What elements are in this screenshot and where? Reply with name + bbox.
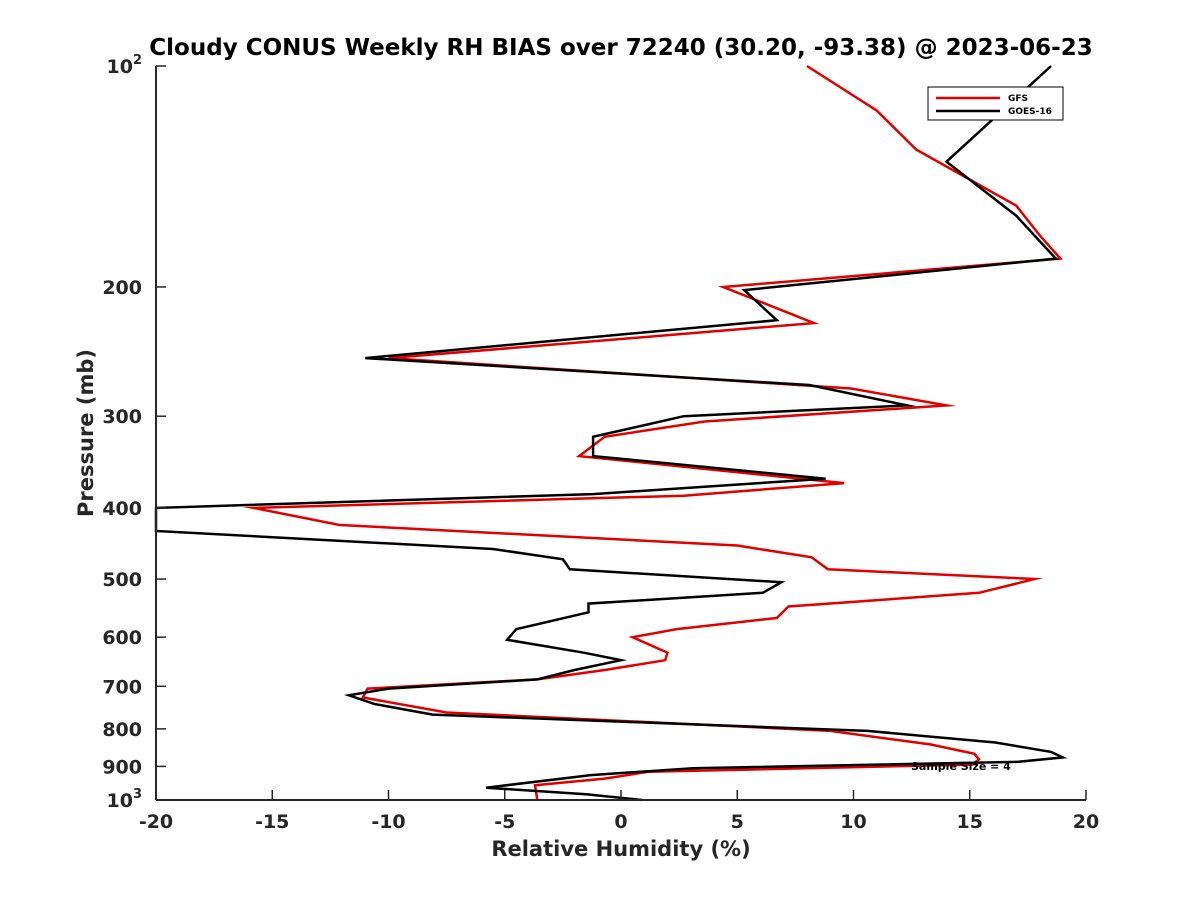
y-tick-label: 700 [102,676,142,698]
x-axis-label: Relative Humidity (%) [491,837,750,861]
series-line-goes16 [154,65,1068,802]
y-tick-label: 900 [102,756,142,778]
x-tick-label: -20 [139,811,173,833]
chart-title: Cloudy CONUS Weekly RH BIAS over 72240 (… [149,35,1092,61]
x-tick-label: -5 [494,811,515,833]
legend: GFS GOES-16 [927,86,1064,121]
y-tick-label: 102 [107,53,143,78]
x-tick-label: -15 [255,811,289,833]
x-tick-label: 5 [731,811,744,833]
x-tick-label: 10 [840,811,866,833]
x-ticks: -20 -15 -10 -5 0 5 10 15 20 [139,790,1099,833]
legend-box [927,86,1064,121]
x-tick-label: 20 [1073,811,1099,833]
y-tick-label: 800 [102,719,142,741]
y-axis-label: Pressure (mb) [74,349,98,517]
legend-label-goes16: GOES-16 [1008,107,1052,117]
y-tick-label: 200 [102,277,142,299]
series-line-gfs [242,64,1063,801]
x-tick-label: 0 [614,811,627,833]
x-tick-label: -10 [371,811,405,833]
plot-area: -20 -15 -10 -5 0 5 10 15 20 102 200 300 400 500 600 70… [102,53,1099,833]
y-tick-label: 300 [102,406,142,428]
sample-size-annotation: Sample Size = 4 [911,760,1011,773]
x-tick-label: 15 [957,811,983,833]
y-tick-label: 600 [102,627,142,649]
series-layer [154,64,1068,802]
legend-label-gfs: GFS [1008,94,1028,104]
y-tick-label: 500 [102,569,142,591]
y-tick-label: 400 [102,498,142,520]
